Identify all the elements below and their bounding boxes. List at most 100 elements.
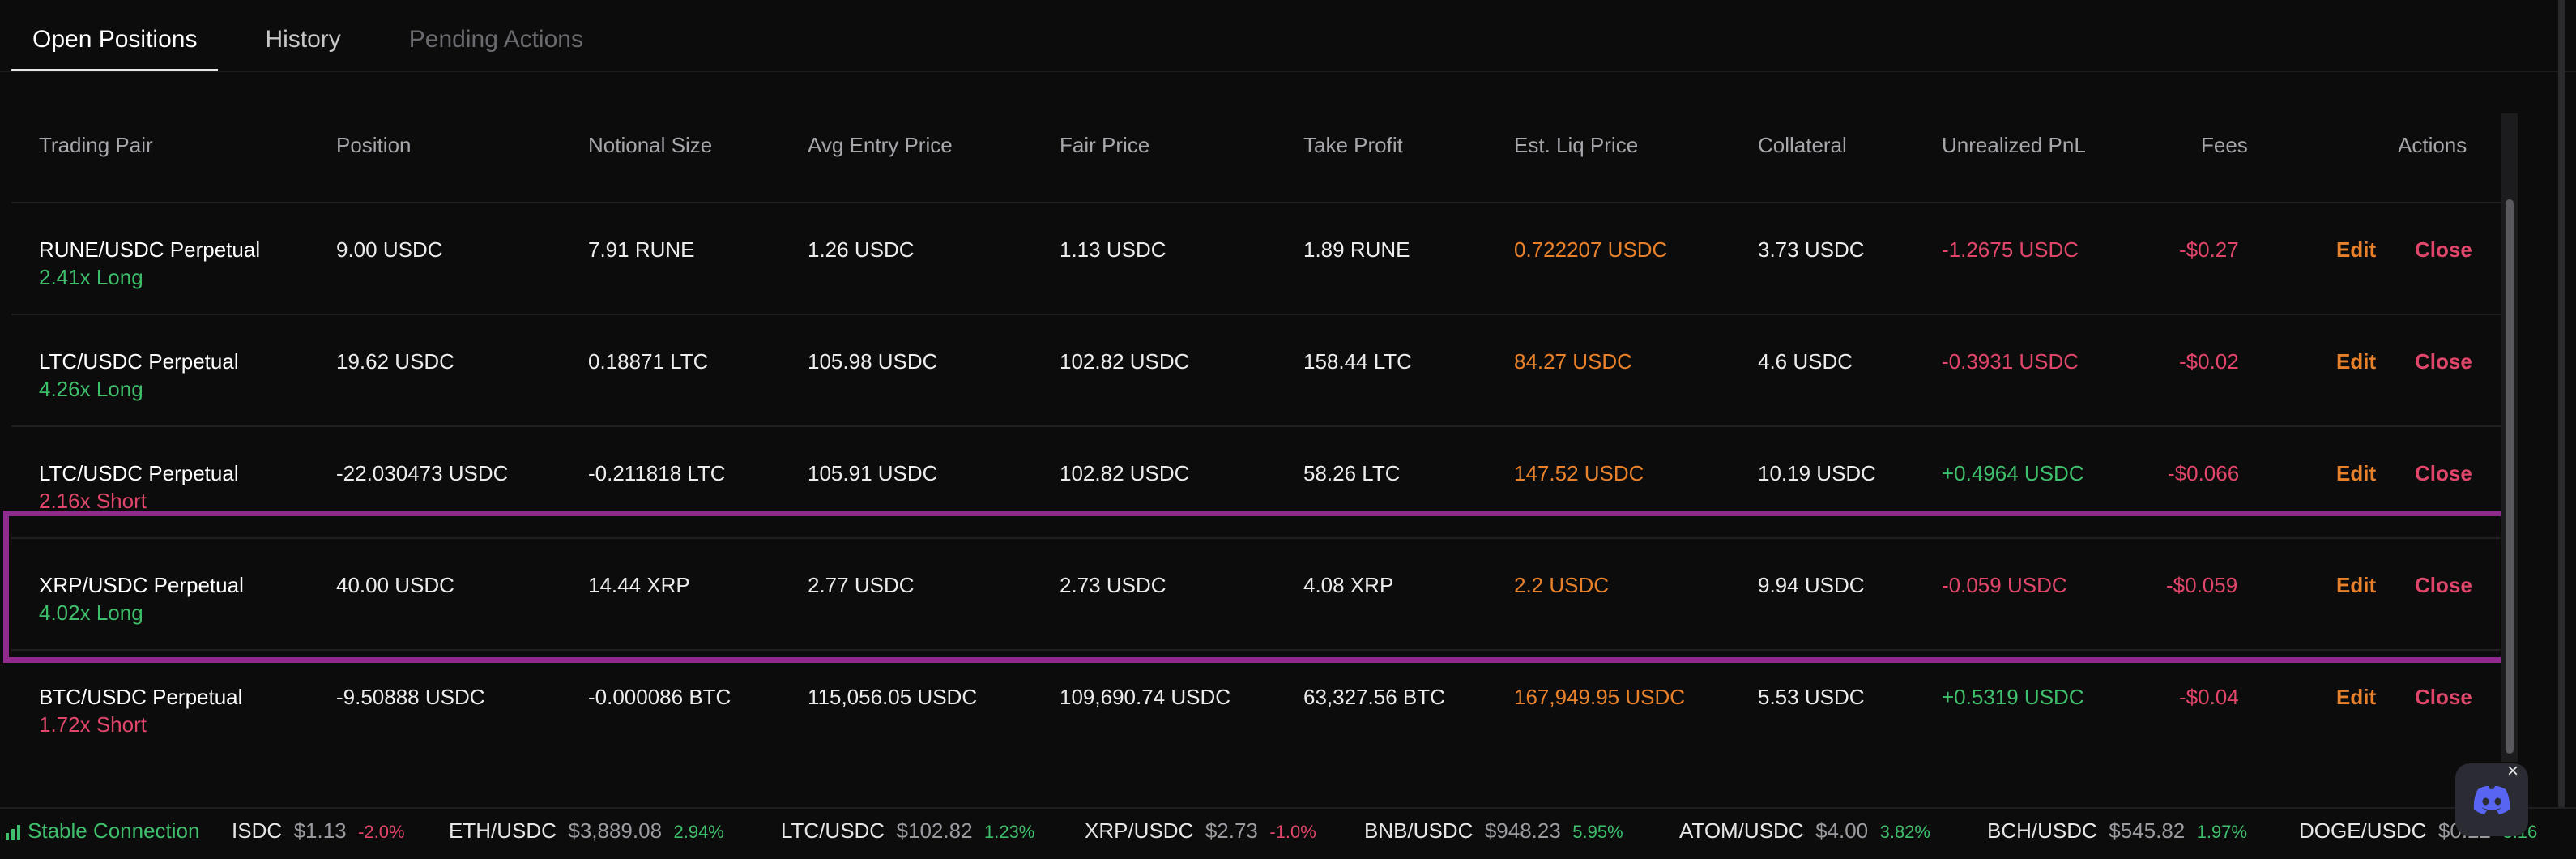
ticker-price: $3,889.08 <box>568 818 663 843</box>
position-value: -9.50888 USDC <box>336 685 485 709</box>
ticker-change: -2.0% <box>358 822 405 842</box>
ticker-pair: XRP/USDC <box>1085 818 1194 843</box>
take-profit: 4.08 XRP <box>1303 573 1394 597</box>
header-notional-size: Notional Size <box>588 133 713 157</box>
leverage-label: 1.72x Short <box>39 712 147 737</box>
header-unrealized-pnl: Unrealized PnL <box>1942 133 2086 157</box>
fees: -$0.059 <box>2166 573 2238 597</box>
close-button[interactable]: Close <box>2415 573 2472 597</box>
ticker-pair: ATOM/USDC <box>1679 818 1804 843</box>
tab-history[interactable]: History <box>265 26 341 53</box>
header-actions: Actions <box>2398 133 2467 157</box>
tab-pending-actions[interactable]: Pending Actions <box>408 26 583 53</box>
leverage-label: 2.41x Long <box>39 265 143 289</box>
unrealized-pnl: -1.2675 USDC <box>1942 237 2079 262</box>
close-button[interactable]: Close <box>2415 349 2472 374</box>
edit-button[interactable]: Edit <box>2336 573 2377 597</box>
edit-button[interactable]: Edit <box>2336 685 2377 709</box>
ticker-change: -1.0% <box>1269 822 1316 842</box>
trading-pair[interactable]: LTC/USDC Perpetual <box>39 349 239 374</box>
ticker-item[interactable]: ETH/USDC $3,889.08 2.94% <box>449 818 724 844</box>
ticker-item[interactable]: ATOM/USDC $4.00 3.82% <box>1679 818 1930 844</box>
ticker-pair: BNB/USDC <box>1364 818 1474 843</box>
ticker-item[interactable]: XRP/USDC $2.73 -1.0% <box>1085 818 1316 844</box>
ticker-price: $1.13 <box>293 818 347 843</box>
est-liq-price: 84.27 USDC <box>1514 349 1632 374</box>
position-value: 40.00 USDC <box>336 573 454 597</box>
fees: -$0.066 <box>2168 461 2240 485</box>
header-est-liq-price: Est. Liq Price <box>1514 133 1639 157</box>
ticker-pair: LTC/USDC <box>781 818 885 843</box>
row-divider <box>11 425 2501 427</box>
ticker-item[interactable]: BNB/USDC $948.23 5.95% <box>1364 818 1623 844</box>
row-divider <box>11 537 2501 539</box>
take-profit: 63,327.56 BTC <box>1303 685 1445 709</box>
notional-size: 14.44 XRP <box>588 573 690 597</box>
position-value: 9.00 USDC <box>336 237 443 262</box>
close-button[interactable]: Close <box>2415 461 2472 485</box>
ticker-pair: ISDC <box>232 818 283 843</box>
ticker-item[interactable]: BCH/USDC $545.82 1.97% <box>1987 818 2247 844</box>
edit-button[interactable]: Edit <box>2336 461 2377 485</box>
trading-pair[interactable]: BTC/USDC Perpetual <box>39 685 243 709</box>
header-collateral: Collateral <box>1758 133 1847 157</box>
avg-entry-price: 115,056.05 USDC <box>808 685 978 709</box>
close-icon[interactable]: × <box>2506 760 2518 782</box>
take-profit: 58.26 LTC <box>1303 461 1401 485</box>
ticker-change: 5.95% <box>1572 822 1623 842</box>
notional-size: 0.18871 LTC <box>588 349 709 374</box>
ticker-item[interactable]: ISDC $1.13 -2.0% <box>232 818 405 844</box>
avg-entry-price: 105.91 USDC <box>808 461 938 485</box>
ticker-item[interactable]: LTC/USDC $102.82 1.23% <box>781 818 1034 844</box>
take-profit: 1.89 RUNE <box>1303 237 1410 262</box>
fair-price: 1.13 USDC <box>1060 237 1166 262</box>
trading-pair[interactable]: LTC/USDC Perpetual <box>39 461 239 485</box>
price-ticker-bar <box>0 807 2576 859</box>
leverage-label: 4.26x Long <box>39 377 143 401</box>
table-scrollbar-thumb[interactable] <box>2506 199 2514 754</box>
row-divider <box>11 314 2501 315</box>
close-button[interactable]: Close <box>2415 237 2472 262</box>
collateral: 4.6 USDC <box>1758 349 1853 374</box>
take-profit: 158.44 LTC <box>1303 349 1412 374</box>
notional-size: -0.211818 LTC <box>588 461 726 485</box>
row-divider <box>11 649 2501 651</box>
ticker-pair: DOGE/USDC <box>2299 818 2427 843</box>
trading-pair[interactable]: RUNE/USDC Perpetual <box>39 237 261 262</box>
row-divider <box>11 202 2501 203</box>
est-liq-price: 167,949.95 USDC <box>1514 685 1686 709</box>
edit-button[interactable]: Edit <box>2336 237 2377 262</box>
ticker-change: 2.94% <box>673 822 724 842</box>
fair-price: 109,690.74 USDC <box>1060 685 1231 709</box>
ticker-price: $102.82 <box>896 818 973 843</box>
collateral: 9.94 USDC <box>1758 573 1865 597</box>
unrealized-pnl: +0.4964 USDC <box>1942 461 2084 485</box>
leverage-label: 2.16x Short <box>39 489 147 513</box>
edit-button[interactable]: Edit <box>2336 349 2377 374</box>
leverage-label: 4.02x Long <box>39 600 143 625</box>
ticker-change: 1.23% <box>983 822 1035 842</box>
signal-bars-icon <box>6 825 20 840</box>
discord-button[interactable] <box>2455 763 2528 836</box>
close-button[interactable]: Close <box>2415 685 2472 709</box>
header-take-profit: Take Profit <box>1303 133 1403 157</box>
fair-price: 102.82 USDC <box>1060 349 1190 374</box>
collateral: 10.19 USDC <box>1758 461 1876 485</box>
notional-size: 7.91 RUNE <box>588 237 695 262</box>
page-scrollbar[interactable] <box>2558 0 2565 857</box>
est-liq-price: 0.722207 USDC <box>1514 237 1668 262</box>
fees: -$0.02 <box>2179 349 2239 374</box>
fees: -$0.27 <box>2179 237 2239 262</box>
position-value: 19.62 USDC <box>336 349 454 374</box>
ticker-pair: BCH/USDC <box>1987 818 2097 843</box>
fees: -$0.04 <box>2179 685 2239 709</box>
header-avg-entry-price: Avg Entry Price <box>808 133 953 157</box>
header-trading-pair: Trading Pair <box>39 133 153 157</box>
position-tabs: Open Positions History Pending Actions <box>11 0 630 71</box>
tab-open-positions[interactable]: Open Positions <box>11 26 219 71</box>
est-liq-price: 2.2 USDC <box>1514 573 1610 597</box>
avg-entry-price: 2.77 USDC <box>808 573 915 597</box>
unrealized-pnl: -0.3931 USDC <box>1942 349 2079 374</box>
trading-pair[interactable]: XRP/USDC Perpetual <box>39 573 244 597</box>
unrealized-pnl: -0.059 USDC <box>1942 573 2067 597</box>
